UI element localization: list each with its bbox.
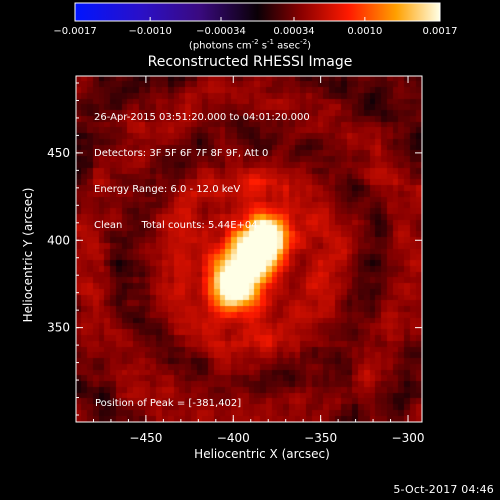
chart-title: Reconstructed RHESSI Image xyxy=(147,54,353,70)
colorbar-tick-label: 0.0017 xyxy=(423,26,458,37)
colorbar-tick-label: −0.0010 xyxy=(128,26,171,37)
y-tick-label: 450 xyxy=(47,146,70,160)
detectors-text: Detectors: 3F 5F 6F 7F 8F 9F, Att 0 xyxy=(94,148,269,159)
total-counts-text: Total counts: 5.44E+04 xyxy=(141,220,258,231)
x-axis-label: Heliocentric X (arcsec) xyxy=(194,447,330,461)
peak-position-text: Position of Peak = [-381,402] xyxy=(95,398,242,409)
plot-frame xyxy=(75,75,423,423)
colorbar-gradient xyxy=(74,2,441,22)
energy-range-text: Energy Range: 6.0 - 12.0 keV xyxy=(94,184,241,195)
x-tick-label: −350 xyxy=(304,431,337,445)
colorbar-tick-label: −0.0017 xyxy=(53,26,96,37)
x-axis-ticks: −450 −400 −350 −300 xyxy=(75,76,425,445)
colorbar-tick-label: 0.0010 xyxy=(347,26,382,37)
colorbar-tick-label: 0.00034 xyxy=(273,26,314,37)
algorithm-text: Clean xyxy=(94,220,123,231)
x-tick-label: −400 xyxy=(217,431,250,445)
y-tick-label: 400 xyxy=(47,233,70,247)
observation-info: 26-Apr-2015 03:51:20.000 to 04:01:20.000… xyxy=(94,88,310,244)
time-range-text: 26-Apr-2015 03:51:20.000 to 04:01:20.000 xyxy=(94,112,310,123)
colorbar: −0.0017 −0.0010 −0.00034 0.00034 0.0010 0.001… xyxy=(53,2,458,37)
x-tick-label: −450 xyxy=(129,431,162,445)
colorbar-unit-label: (photons cm-2 s-1 asec-2) xyxy=(188,38,312,52)
x-tick-label: −300 xyxy=(392,431,425,445)
y-axis-label: Heliocentric Y (arcsec) xyxy=(21,188,35,323)
colorbar-tick-label: −0.00034 xyxy=(196,26,246,37)
y-tick-label: 350 xyxy=(47,321,70,335)
colorbar-ticks: −0.0017 −0.0010 −0.00034 0.00034 0.0010 0.001… xyxy=(53,17,458,37)
heatmap-image xyxy=(76,76,422,422)
y-axis-ticks: 350 400 450 xyxy=(47,82,422,416)
timestamp: 5-Oct-2017 04:46 xyxy=(393,483,494,496)
